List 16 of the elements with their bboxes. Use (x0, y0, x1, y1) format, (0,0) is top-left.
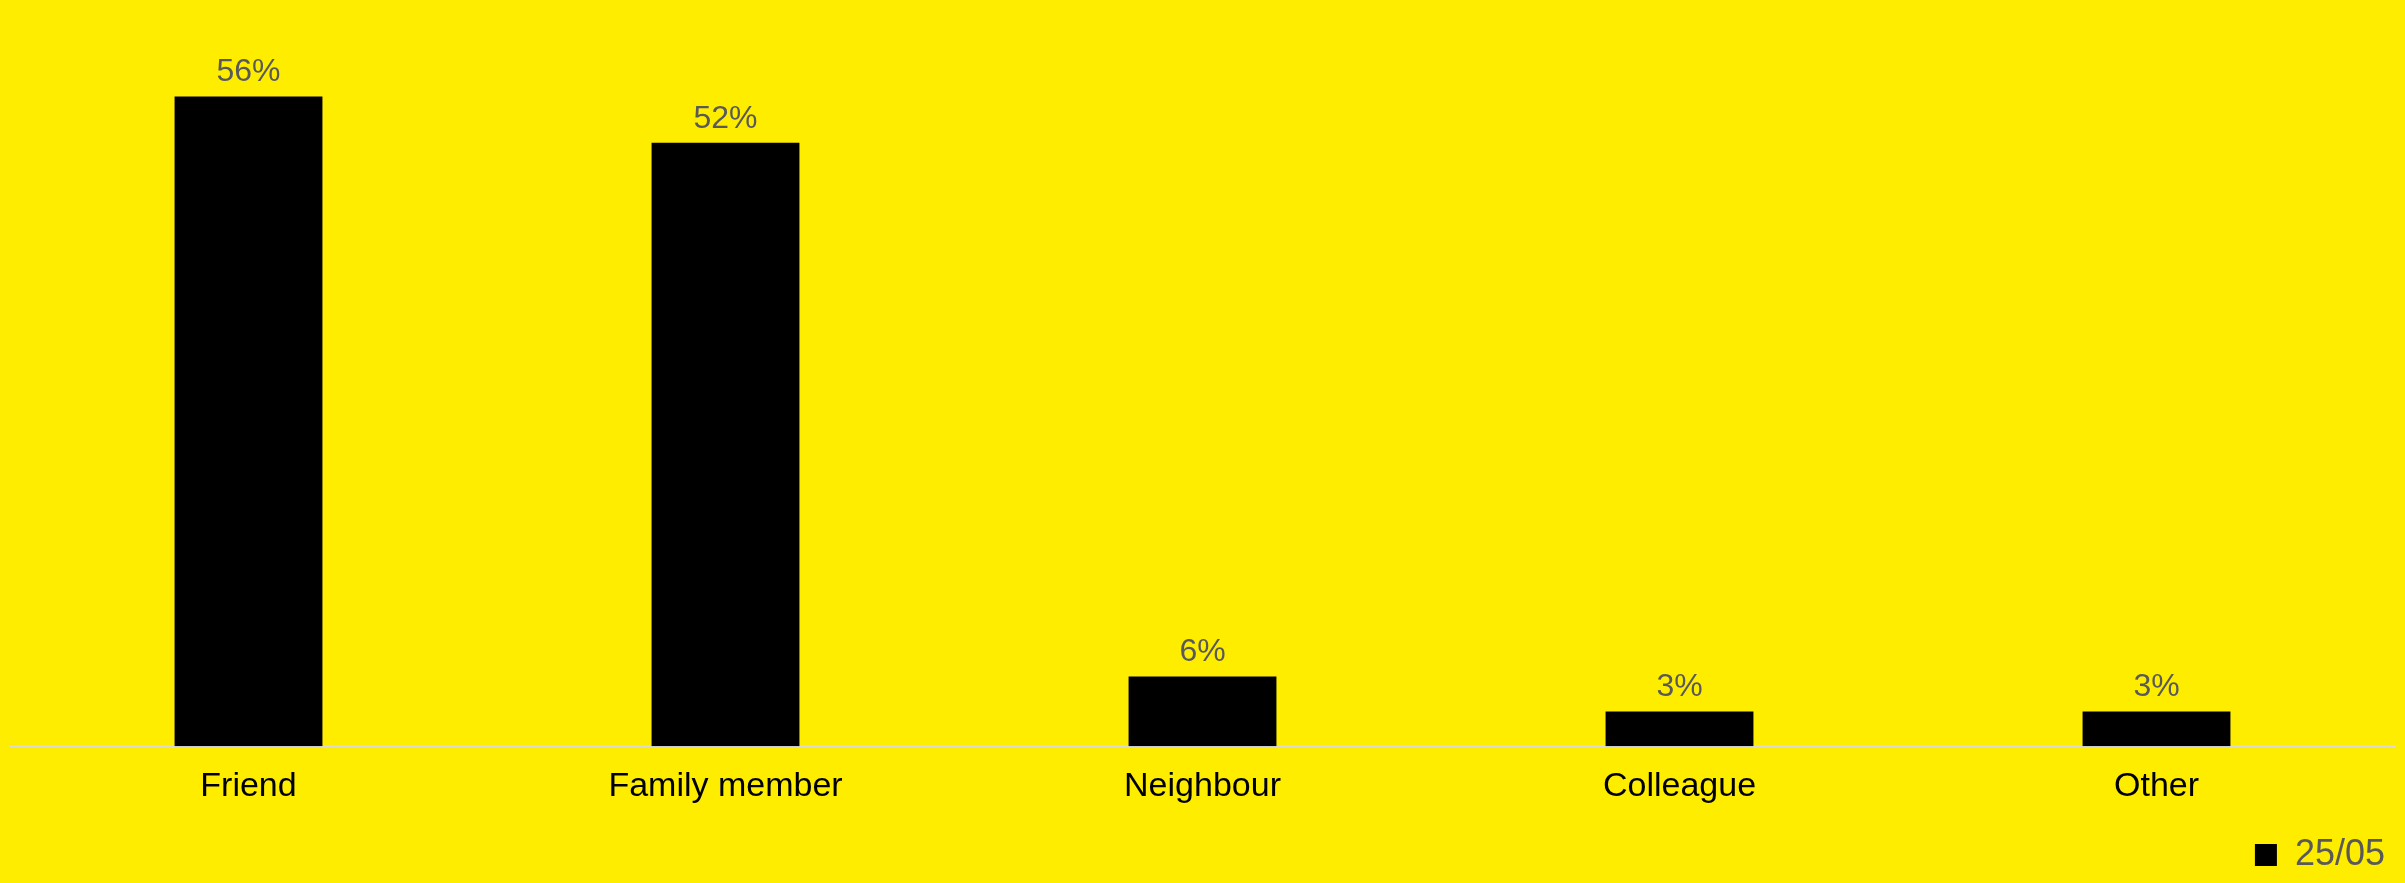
data-label: 3% (1656, 667, 1703, 704)
bar (2082, 711, 2231, 747)
x-tick-label: Family member (608, 764, 843, 803)
x-tick-label: Neighbour (1124, 764, 1281, 803)
bar (651, 142, 800, 747)
bar (174, 96, 323, 747)
data-label: 6% (1179, 632, 1226, 669)
data-label: 52% (693, 98, 758, 135)
x-tick-label: Friend (200, 764, 297, 803)
bar (1605, 711, 1754, 747)
x-tick-label: Colleague (1602, 764, 1757, 803)
bar (1128, 676, 1277, 747)
data-label: 3% (2133, 667, 2180, 704)
x-tick-label: Other (2113, 764, 2200, 803)
legend-label: 25/05 (2294, 831, 2386, 873)
data-label: 56% (216, 52, 281, 89)
